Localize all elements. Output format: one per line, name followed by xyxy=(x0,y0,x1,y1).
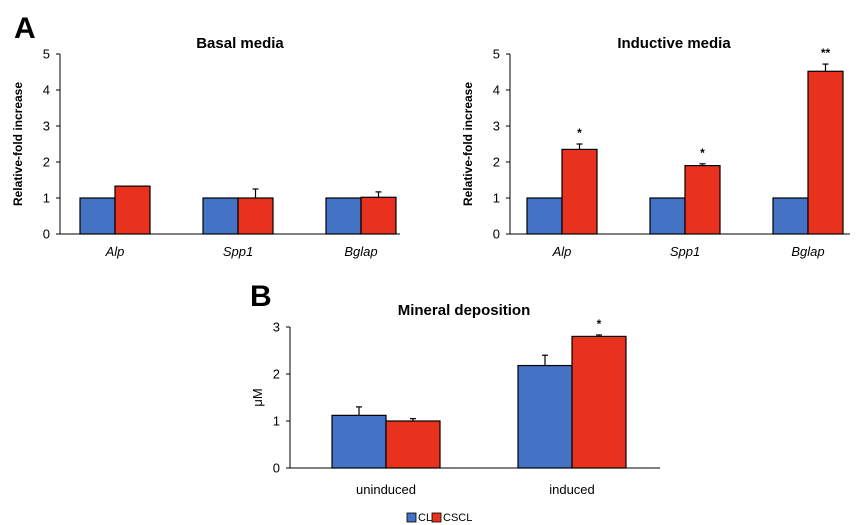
legend: CL CSCL xyxy=(406,512,472,524)
inductive-category-label: Bglap xyxy=(791,244,824,259)
basal-y-tick-label: 2 xyxy=(43,155,50,170)
inductive-bar-cscl-bglap xyxy=(807,70,844,235)
panel-label-a: A xyxy=(14,12,36,45)
basal-y-tick-label: 5 xyxy=(43,47,50,62)
mineral-bar-cl-induced xyxy=(517,364,573,469)
basal-category-label: Bglap xyxy=(344,244,377,259)
basal-bar-cscl-spp1 xyxy=(237,197,274,235)
mineral-bar-cscl-uninduced xyxy=(385,420,441,469)
mineral-bar-cl-uninduced xyxy=(331,414,387,469)
inductive-y-tick-label: 1 xyxy=(493,191,500,206)
basal-category-label: Alp xyxy=(105,244,125,259)
basal-y-tick-label: 4 xyxy=(43,83,50,98)
mineral-category-label: uninduced xyxy=(356,482,416,497)
mineral-y-tick-label: 1 xyxy=(273,414,280,429)
mineral-bar-cscl-induced xyxy=(571,335,627,469)
mineral-category-label: induced xyxy=(549,482,595,497)
inductive-chart-title: Inductive media xyxy=(617,35,731,52)
inductive-y-axis-label: Relative-fold increase xyxy=(461,82,475,206)
mineral-deposition-chart: Mineral deposition 0 1 2 3 μM uninduced * induce… xyxy=(250,302,660,497)
basal-bar-cscl-bglap xyxy=(360,196,397,235)
inductive-significance-marker: * xyxy=(700,146,705,160)
basal-bar-cl-alp xyxy=(79,197,116,235)
basal-y-tick-label: 0 xyxy=(43,227,50,242)
inductive-y-tick-label: 3 xyxy=(493,119,500,134)
mineral-y-axis-label: μM xyxy=(250,388,265,406)
inductive-bar-cscl-spp1 xyxy=(684,165,721,235)
inductive-category-label: Alp xyxy=(552,244,572,259)
inductive-significance-marker: ** xyxy=(821,46,831,60)
legend-swatch-cl xyxy=(406,512,417,523)
basal-y-axis-label: Relative-fold increase xyxy=(11,82,25,206)
basal-y-tick-label: 3 xyxy=(43,119,50,134)
basal-chart-title: Basal media xyxy=(196,35,284,52)
panel-label-b: B xyxy=(250,280,272,313)
basal-category-label: Spp1 xyxy=(223,244,253,259)
inductive-bar-cl-spp1 xyxy=(649,197,686,235)
mineral-y-tick-label: 0 xyxy=(273,461,280,476)
basal-bar-cl-spp1 xyxy=(202,197,239,235)
inductive-significance-marker: * xyxy=(577,126,582,140)
basal-bar-cscl-alp xyxy=(114,185,151,235)
mineral-y-tick-label: 2 xyxy=(273,367,280,382)
legend-label-cl: CL xyxy=(418,512,432,524)
legend-label-cscl: CSCL xyxy=(443,512,472,524)
inductive-media-chart: Inductive media 0 1 2 3 4 5 Relative-fold incre… xyxy=(461,35,850,259)
inductive-bar-cl-alp xyxy=(526,197,563,235)
inductive-y-tick-label: 2 xyxy=(493,155,500,170)
inductive-y-tick-label: 4 xyxy=(493,83,500,98)
basal-media-chart: Basal media 0 1 2 3 4 5 Relative-fold increase A… xyxy=(11,35,400,259)
inductive-y-tick-label: 5 xyxy=(493,47,500,62)
inductive-category-label: Spp1 xyxy=(670,244,700,259)
mineral-y-tick-label: 3 xyxy=(273,320,280,335)
basal-y-tick-label: 1 xyxy=(43,191,50,206)
inductive-bar-cscl-alp xyxy=(561,148,598,235)
inductive-y-tick-label: 0 xyxy=(493,227,500,242)
mineral-chart-title: Mineral deposition xyxy=(398,302,531,319)
legend-swatch-cscl xyxy=(431,512,442,523)
inductive-bar-cl-bglap xyxy=(772,197,809,235)
mineral-significance-marker: * xyxy=(597,317,602,331)
basal-bar-cl-bglap xyxy=(325,197,362,235)
